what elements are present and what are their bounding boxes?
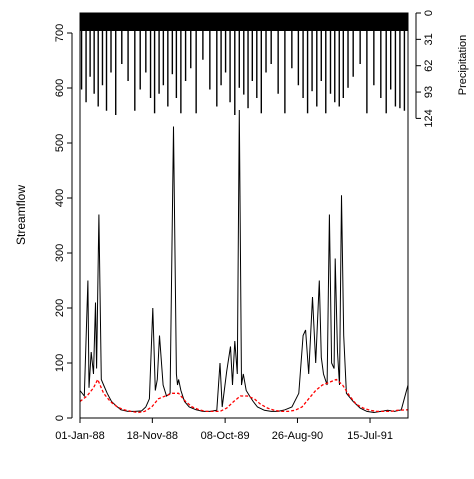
y-axis-label: Streamflow bbox=[14, 185, 28, 245]
y-tick-label: 0 bbox=[54, 415, 66, 421]
x-tick-label: 15-Jul-91 bbox=[347, 430, 393, 442]
y-tick-label: 200 bbox=[54, 299, 66, 317]
simulated-streamflow-series bbox=[79, 377, 409, 414]
observed-streamflow-line bbox=[79, 109, 409, 414]
y-axis-left: 0 100 200 300 400 500 600 700 bbox=[54, 24, 73, 421]
y-tick-label: 500 bbox=[54, 134, 66, 152]
y2-tick-label: 0 bbox=[423, 10, 435, 16]
precip-dense-band bbox=[80, 13, 408, 31]
y-tick-label: 300 bbox=[54, 244, 66, 262]
y2-tick-label: 62 bbox=[423, 60, 435, 72]
y-tick-label: 100 bbox=[54, 354, 66, 372]
x-tick-label: 08-Oct-89 bbox=[201, 430, 250, 442]
y2-tick-label: 31 bbox=[423, 33, 435, 45]
x-tick-label: 18-Nov-88 bbox=[127, 430, 178, 442]
y-axis-right: 0 31 62 93 124 bbox=[415, 10, 435, 128]
y2-tick-label: 93 bbox=[423, 86, 435, 98]
y2-axis-label: Precipitation bbox=[457, 35, 469, 96]
y-tick-label: 400 bbox=[54, 189, 66, 207]
simulated-streamflow-line bbox=[79, 377, 409, 414]
y-tick-label: 600 bbox=[54, 79, 66, 97]
x-tick-label: 26-Aug-90 bbox=[272, 430, 323, 442]
x-axis: 01-Jan-88 18-Nov-88 08-Oct-89 26-Aug-90 15-J… bbox=[55, 418, 393, 442]
plot-frame bbox=[79, 12, 409, 419]
y2-tick-label: 124 bbox=[423, 109, 435, 127]
y-tick-label: 700 bbox=[54, 24, 66, 42]
x-tick-label: 01-Jan-88 bbox=[55, 430, 105, 442]
observed-streamflow-series bbox=[79, 109, 409, 414]
precipitation-bars bbox=[80, 13, 408, 115]
